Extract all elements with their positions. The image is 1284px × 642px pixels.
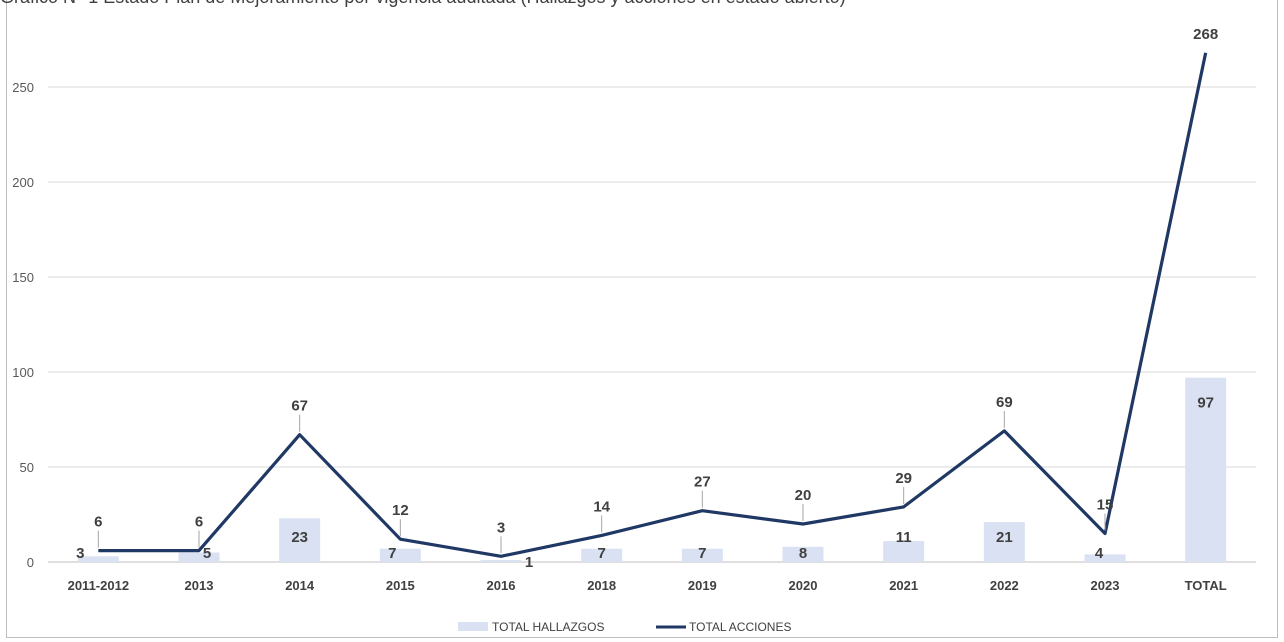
chart-title: Gráfico N° 1 Estado Plan de Mejoramiento… xyxy=(0,0,1284,8)
x-tick-label: 2013 xyxy=(185,578,214,593)
line-data-label: 6 xyxy=(94,514,102,531)
bar-data-label: 3 xyxy=(76,545,84,562)
bar-data-label: 7 xyxy=(698,545,706,562)
legend-swatch-hallazgos xyxy=(458,622,488,631)
line-data-label: 268 xyxy=(1193,26,1218,43)
chart-frame xyxy=(6,0,1278,638)
bar-data-label: 23 xyxy=(291,529,308,546)
bar-data-label: 4 xyxy=(1095,545,1104,562)
bar-data-label: 7 xyxy=(597,545,605,562)
bar xyxy=(1185,377,1227,562)
x-tick-label: 2014 xyxy=(285,578,315,593)
bar xyxy=(279,518,321,562)
y-tick-label: 0 xyxy=(27,555,34,570)
y-tick-label: 100 xyxy=(12,365,34,380)
legend: TOTAL HALLAZGOS TOTAL ACCIONES xyxy=(458,620,791,634)
bar xyxy=(178,552,220,562)
y-tick-label: 150 xyxy=(12,270,34,285)
bar xyxy=(581,548,623,562)
x-tick-label: 2022 xyxy=(990,578,1019,593)
x-tick-label: TOTAL xyxy=(1185,578,1227,593)
line-data-label: 67 xyxy=(291,398,308,415)
grid-lines xyxy=(48,86,1256,563)
bar-data-label: 1 xyxy=(525,554,533,571)
bar-data-label: 11 xyxy=(896,529,912,546)
x-tick-label: 2021 xyxy=(889,578,918,593)
bar-data-label: 7 xyxy=(388,545,396,562)
data-labels: 3 5 23 7 1 7 7 8 11 21 4 97 6 6 67 12 3 14 27 20 29 69 15 268 xyxy=(76,26,1218,571)
y-tick-label: 50 xyxy=(20,460,34,475)
line-data-label: 20 xyxy=(795,487,812,504)
bar xyxy=(77,556,119,562)
line-data-label: 27 xyxy=(694,474,711,491)
bar-data-label: 8 xyxy=(799,545,807,562)
x-tick-label: 2015 xyxy=(386,578,415,593)
line-data-label: 29 xyxy=(895,470,912,487)
x-tick-label: 2019 xyxy=(688,578,717,593)
y-tick-label: 200 xyxy=(12,175,34,190)
bar xyxy=(782,546,824,562)
line-data-label: 14 xyxy=(593,498,610,515)
bar xyxy=(681,548,723,562)
bar-data-label: 97 xyxy=(1197,395,1214,412)
bar-series xyxy=(77,377,1227,562)
line-series xyxy=(98,52,1208,558)
x-tick-label: 2011-2012 xyxy=(68,578,129,593)
x-tick-label: 2016 xyxy=(487,578,516,593)
legend-label-hallazgos: TOTAL HALLAZGOS xyxy=(492,620,604,634)
line-data-label: 3 xyxy=(497,519,505,536)
bar-data-label: 21 xyxy=(996,529,1013,546)
x-tick-label: 2018 xyxy=(587,578,616,593)
y-tick-label: 250 xyxy=(12,80,34,95)
x-axis: 2011-2012 2013 2014 2015 2016 2018 2019 2020 202… xyxy=(68,578,1227,593)
line-data-label: 12 xyxy=(392,502,409,519)
bar-data-label: 5 xyxy=(203,545,211,562)
x-tick-label: 2020 xyxy=(789,578,818,593)
bar xyxy=(883,541,925,562)
line-path xyxy=(98,52,1208,558)
bar xyxy=(379,548,421,562)
line-data-label: 6 xyxy=(195,514,203,531)
bar xyxy=(480,560,522,562)
x-tick-label: 2023 xyxy=(1091,578,1120,593)
bar xyxy=(983,522,1025,562)
line-data-label: 15 xyxy=(1097,497,1114,514)
bar xyxy=(1084,554,1126,562)
legend-label-acciones: TOTAL ACCIONES xyxy=(689,620,791,634)
line-data-label: 69 xyxy=(996,394,1013,411)
y-axis: 0 50 100 150 200 250 xyxy=(12,80,34,570)
